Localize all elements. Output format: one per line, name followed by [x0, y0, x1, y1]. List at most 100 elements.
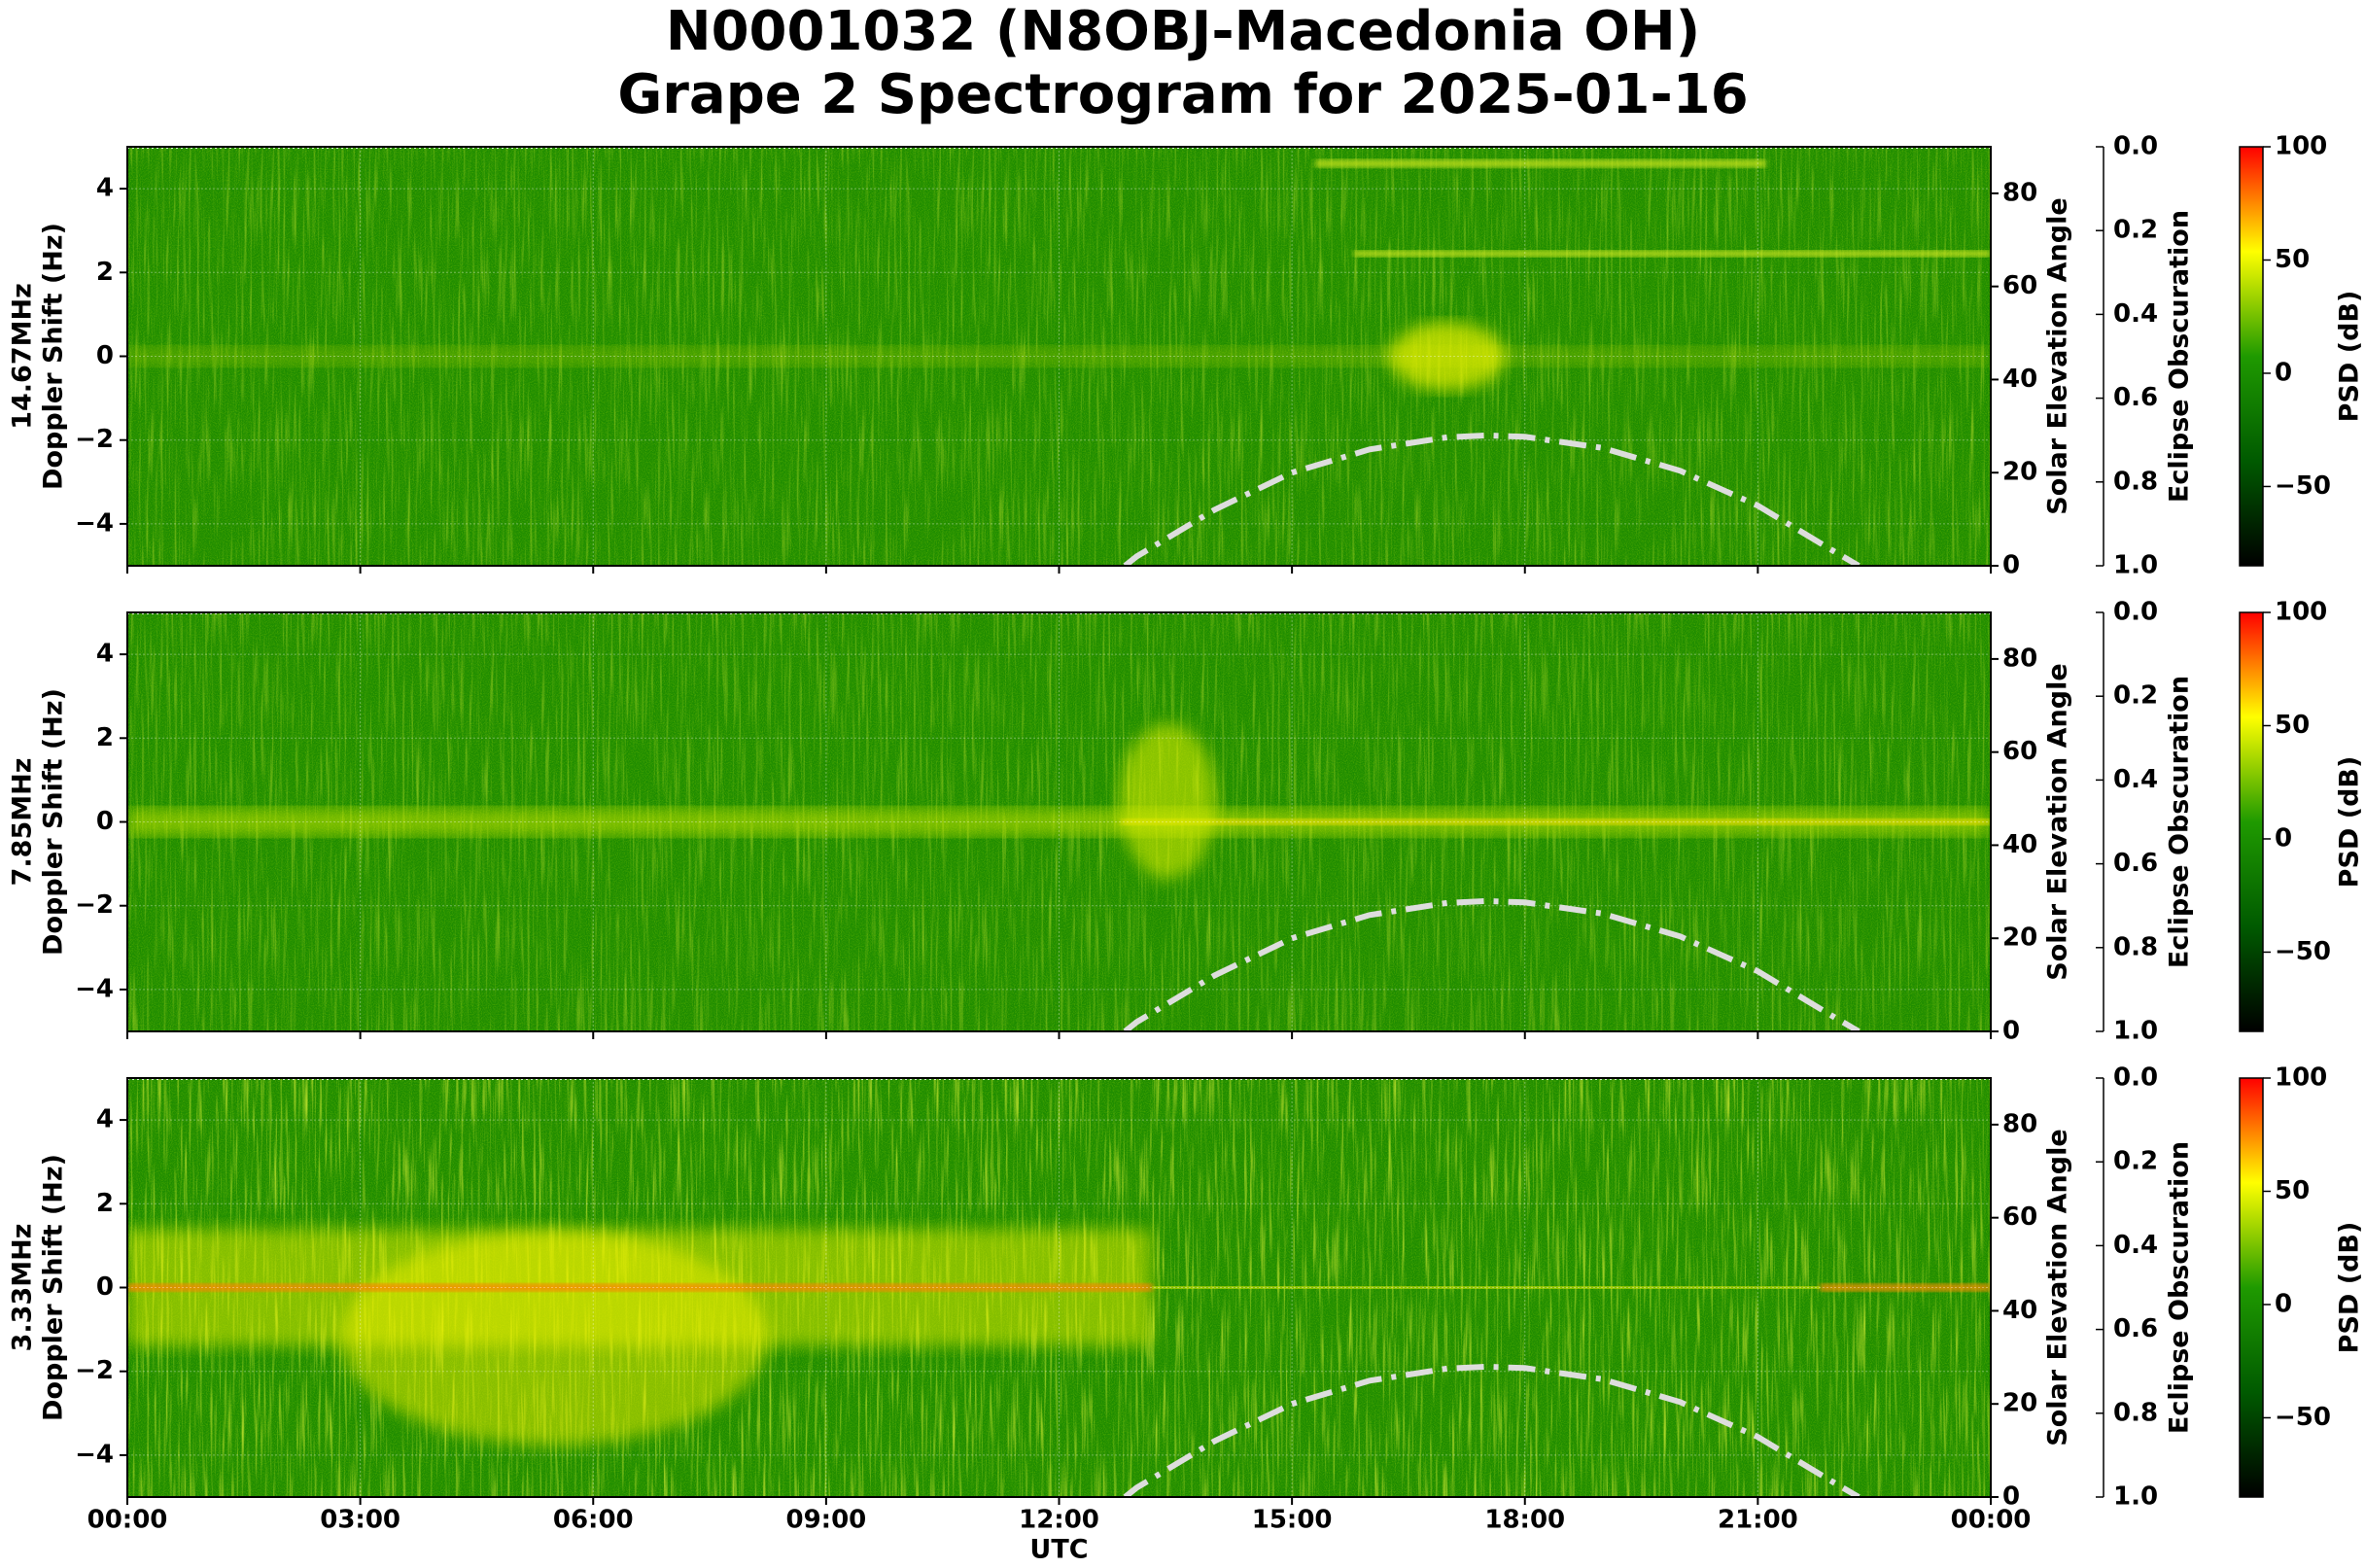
- colorbar-tick-label: 100: [2275, 598, 2327, 627]
- signal-trace: [1354, 250, 1991, 257]
- x-tick-label: 12:00: [1019, 1506, 1099, 1535]
- x-tick-label: 00:00: [87, 1506, 168, 1535]
- y-tick-label: 2: [96, 258, 114, 287]
- colorbar-tick-label: 50: [2275, 711, 2310, 740]
- eclipse-tick-label: 0.4: [2113, 765, 2158, 794]
- eclipse-tick-label: 0.0: [2113, 1063, 2158, 1093]
- y2-tick-label: 40: [2002, 365, 2037, 394]
- eclipse-axis-label: Eclipse Obscuration: [2165, 676, 2195, 968]
- x-tick-label: 21:00: [1718, 1506, 1798, 1535]
- signal-line: [1152, 1286, 1821, 1289]
- colorbar-tick-label: 0: [2275, 823, 2292, 853]
- y2-axis-label: Solar Elevation Angle: [2043, 663, 2073, 980]
- y2-tick-label: 80: [2002, 644, 2037, 673]
- y-tick-label: 4: [96, 174, 114, 203]
- y-tick-label: 4: [96, 1105, 114, 1134]
- solar-elevation-line: [1123, 897, 1861, 1031]
- colorbar-tick-label: −50: [2275, 471, 2331, 501]
- signal-trace: [1315, 159, 1766, 168]
- y-axis-label: Doppler Shift (Hz): [39, 223, 69, 490]
- y-tick-label: 0: [96, 341, 114, 370]
- y-axis-label: Doppler Shift (Hz): [39, 688, 69, 956]
- signal-band: [127, 346, 1991, 366]
- eclipse-axis-label: Eclipse Obscuration: [2165, 1141, 2195, 1434]
- y-tick-label: 2: [96, 1189, 114, 1218]
- eclipse-tick-label: 0.2: [2113, 1147, 2158, 1176]
- colorbar-tick-label: 50: [2275, 1176, 2310, 1205]
- y2-tick-label: 0: [2002, 1017, 2020, 1046]
- y-axis-label: 7.85MHz: [8, 758, 38, 887]
- solar-elevation-line: [1123, 432, 1861, 566]
- y-tick-label: −4: [75, 1440, 114, 1469]
- eclipse-tick-label: 0.6: [2113, 849, 2158, 878]
- y-tick-label: −4: [75, 508, 114, 538]
- x-axis-label: UTC: [1029, 1535, 1088, 1565]
- y2-tick-label: 60: [2002, 737, 2037, 766]
- y2-axis-label: Solar Elevation Angle: [2043, 1129, 2073, 1446]
- signal-line: [1820, 1283, 1991, 1292]
- title-line: Grape 2 Spectrogram for 2025-01-16: [617, 63, 1748, 126]
- colorbar-tick-label: 0: [2275, 358, 2292, 387]
- colorbar-label: PSD (dB): [2335, 1222, 2365, 1354]
- plot-area: [127, 1078, 1991, 1497]
- y-tick-label: 4: [96, 640, 114, 669]
- signal-blob: [340, 1231, 769, 1446]
- colorbar: [2239, 1077, 2264, 1498]
- colorbar-tick-label: 50: [2275, 245, 2310, 274]
- colorbar-tick-label: 100: [2275, 132, 2327, 161]
- signal-line: [127, 1283, 1153, 1292]
- eclipse-tick-label: 0.8: [2113, 1398, 2158, 1427]
- eclipse-tick-label: 0.6: [2113, 1314, 2158, 1343]
- y-tick-label: 0: [96, 1272, 114, 1302]
- colorbar-label: PSD (dB): [2335, 756, 2365, 889]
- eclipse-axis-label: Eclipse Obscuration: [2165, 210, 2195, 503]
- colorbar-label: PSD (dB): [2335, 291, 2365, 423]
- y2-axis-label: Solar Elevation Angle: [2043, 197, 2073, 514]
- solar-elevation-line: [1123, 1363, 1861, 1497]
- eclipse-tick-label: 0.4: [2113, 1231, 2158, 1260]
- x-tick-label: 03:00: [320, 1506, 400, 1535]
- y-tick-label: −4: [75, 974, 114, 1003]
- y-axis-label: Doppler Shift (Hz): [39, 1154, 69, 1421]
- colorbar-tick-label: 0: [2275, 1289, 2292, 1318]
- y2-tick-label: 0: [2002, 551, 2020, 580]
- y2-tick-label: 20: [2002, 458, 2037, 487]
- eclipse-tick-label: 1.0: [2113, 1017, 2158, 1046]
- signal-blob: [1388, 322, 1506, 391]
- eclipse-tick-label: 1.0: [2113, 551, 2158, 580]
- y2-tick-label: 60: [2002, 1202, 2037, 1232]
- eclipse-tick-label: 0.4: [2113, 299, 2158, 329]
- eclipse-tick-label: 1.0: [2113, 1482, 2158, 1512]
- y-tick-label: 2: [96, 723, 114, 752]
- y2-tick-label: 80: [2002, 178, 2037, 207]
- eclipse-tick-label: 0.6: [2113, 383, 2158, 412]
- eclipse-tick-label: 0.2: [2113, 216, 2158, 245]
- plot-area: [127, 147, 1991, 566]
- x-tick-label: 00:00: [1951, 1506, 2032, 1535]
- eclipse-tick-label: 0.0: [2113, 598, 2158, 627]
- y2-tick-label: 40: [2002, 830, 2037, 859]
- y2-tick-label: 40: [2002, 1296, 2037, 1325]
- signal-line: [1121, 819, 1991, 825]
- y-tick-label: 0: [96, 807, 114, 836]
- y2-tick-label: 80: [2002, 1109, 2037, 1138]
- y-axis-label: 14.67MHz: [8, 283, 38, 430]
- x-tick-label: 15:00: [1252, 1506, 1333, 1535]
- title-line: N0001032 (N8OBJ-Macedonia OH): [666, 0, 1701, 63]
- x-tick-label: 09:00: [785, 1506, 866, 1535]
- y2-tick-label: 0: [2002, 1482, 2020, 1512]
- colorbar: [2239, 611, 2264, 1032]
- eclipse-tick-label: 0.8: [2113, 932, 2158, 961]
- y-axis-label: 3.33MHz: [8, 1224, 38, 1352]
- eclipse-tick-label: 0.0: [2113, 132, 2158, 161]
- y-tick-label: −2: [75, 425, 114, 454]
- colorbar-tick-label: 100: [2275, 1063, 2327, 1093]
- y-tick-label: −2: [75, 1356, 114, 1385]
- x-tick-label: 18:00: [1484, 1506, 1565, 1535]
- colorbar-tick-label: −50: [2275, 937, 2331, 966]
- y2-tick-label: 20: [2002, 1389, 2037, 1418]
- eclipse-tick-label: 0.8: [2113, 467, 2158, 496]
- eclipse-tick-label: 0.2: [2113, 681, 2158, 711]
- y2-tick-label: 20: [2002, 923, 2037, 953]
